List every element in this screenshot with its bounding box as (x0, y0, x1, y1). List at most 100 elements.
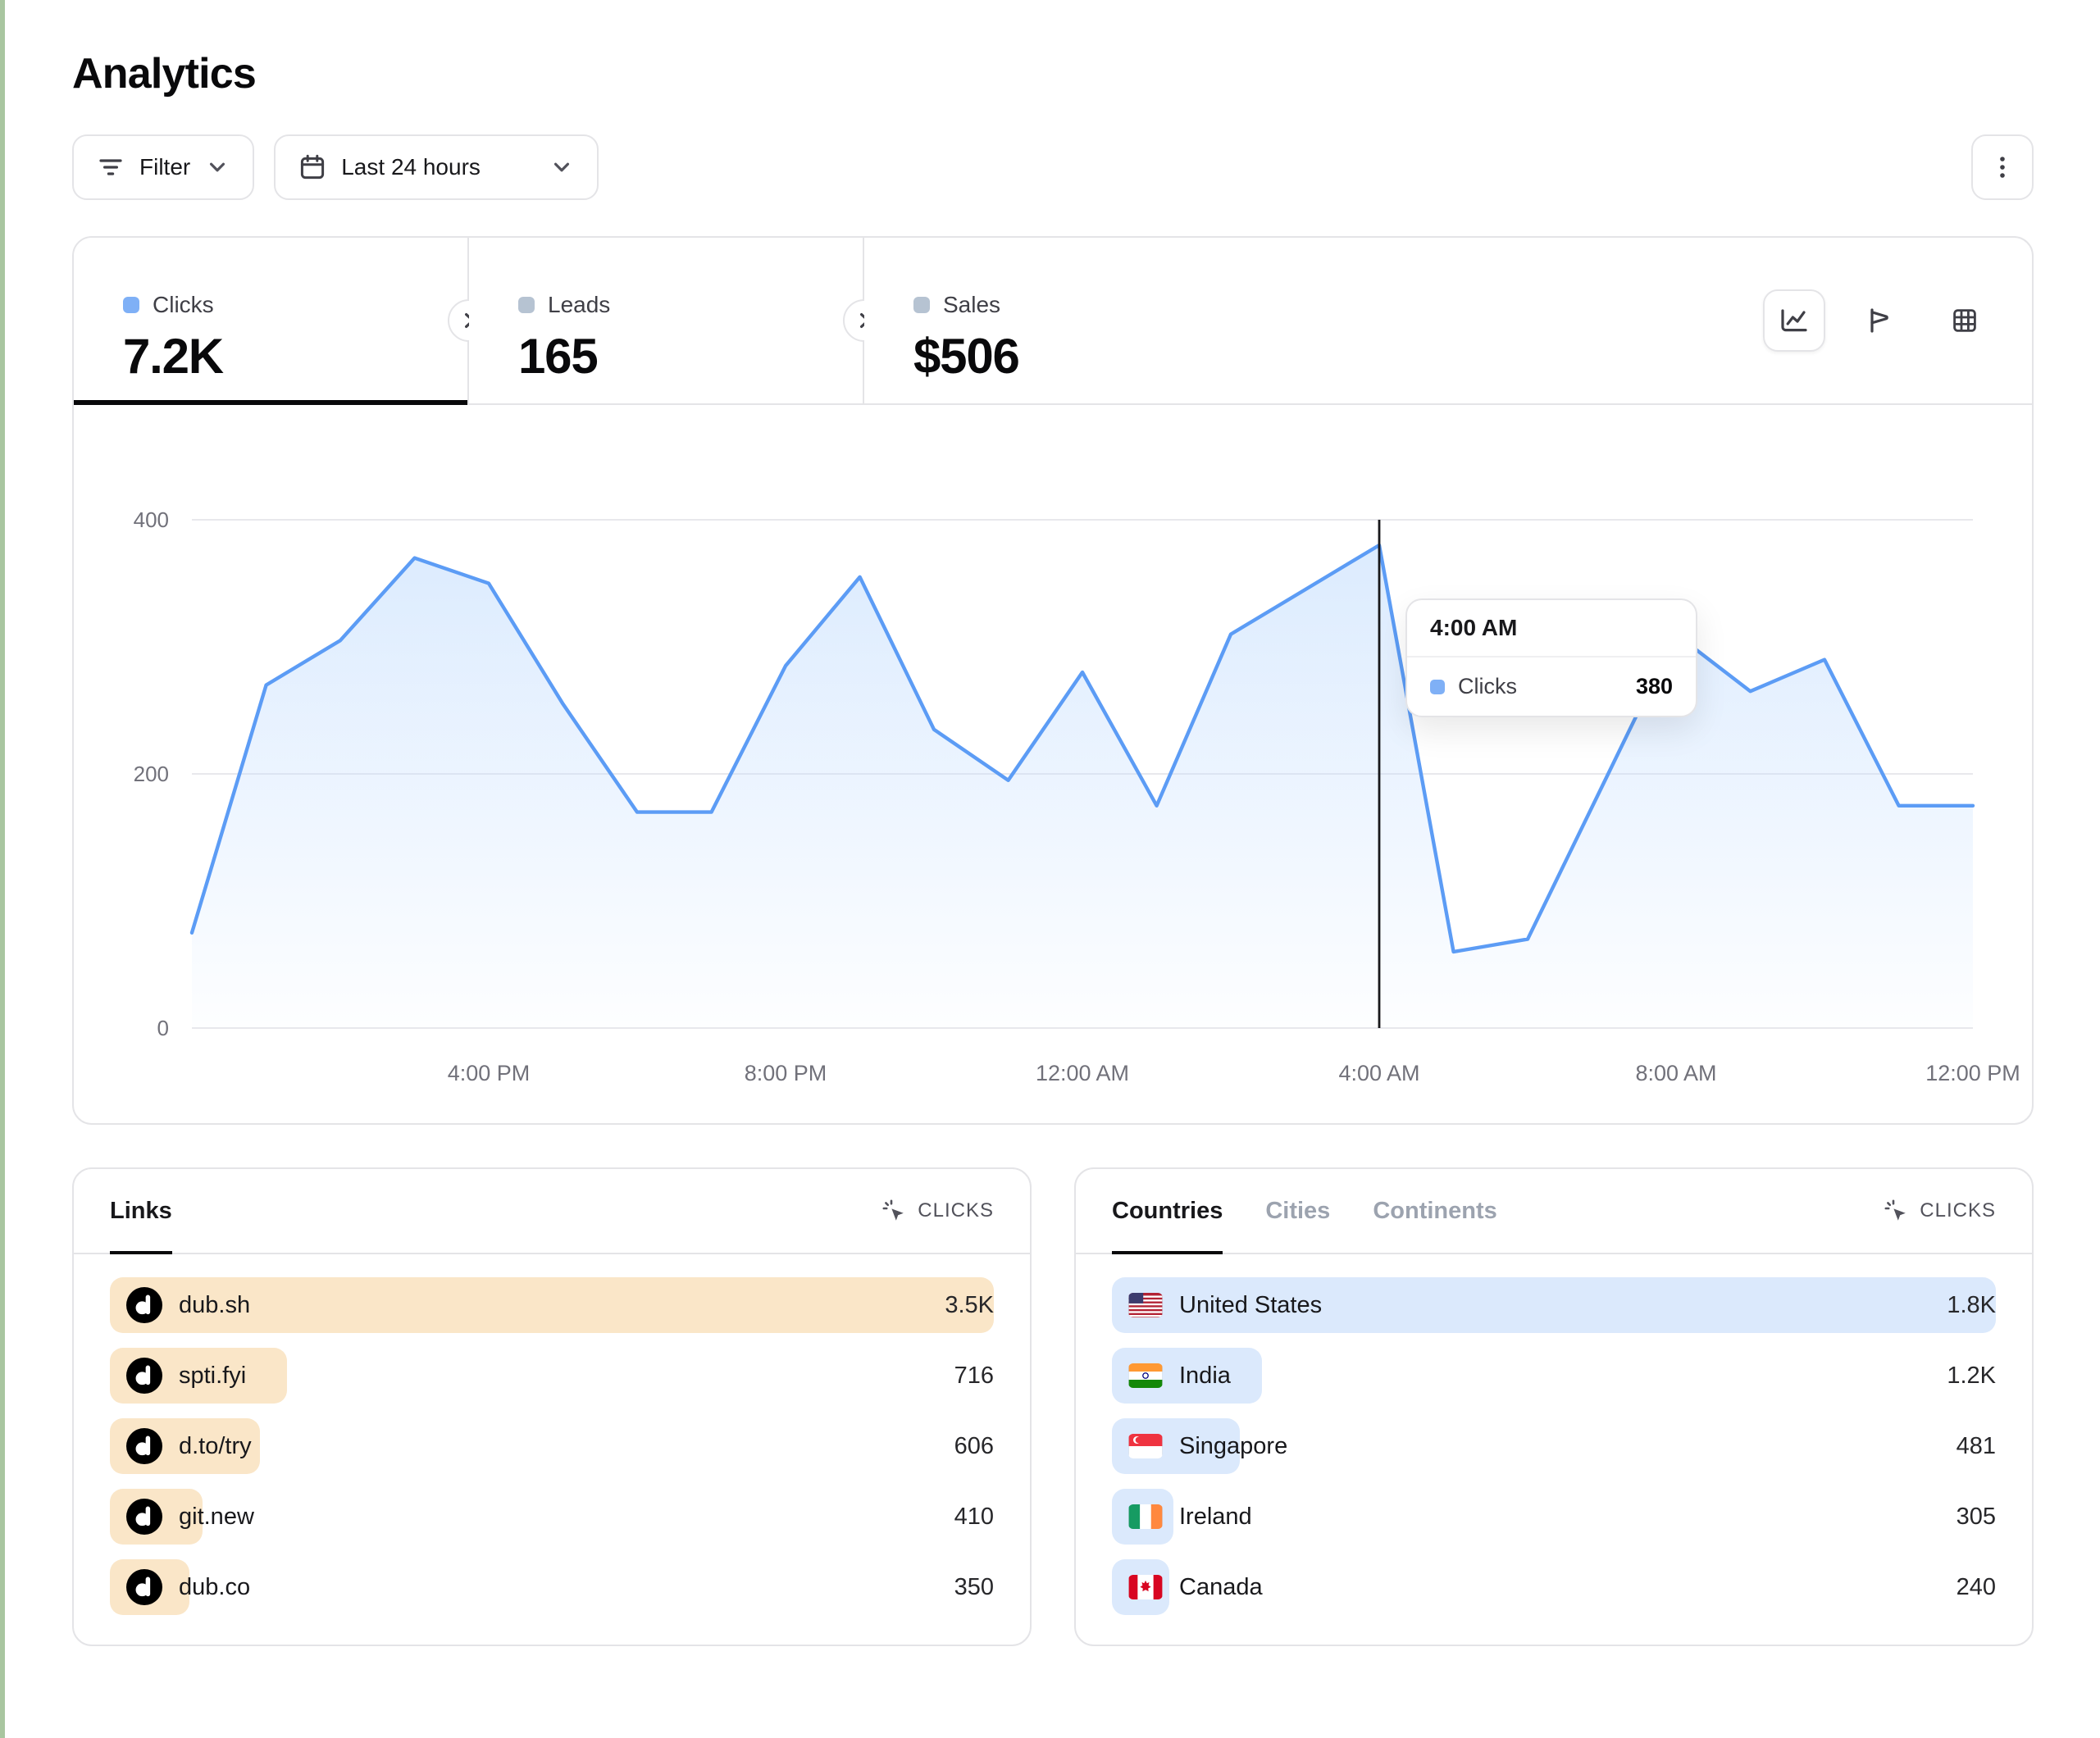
link-label: dub.co (179, 1573, 251, 1600)
links-metric-label: CLICKS (918, 1199, 994, 1222)
clicks-time-series-chart[interactable]: 0 200 400 4:00 PM 8:00 PM 12:00 AM 4:00 AM 8:00… (74, 405, 2032, 1123)
dub-logo-icon (126, 1287, 162, 1323)
country-label: United States (1179, 1291, 1323, 1318)
geo-panel-header: Countries Cities Continents CLICKS (1076, 1169, 2032, 1254)
link-row[interactable]: spti.fyi 716 (110, 1348, 994, 1404)
sales-value: $506 (913, 328, 1020, 384)
link-row[interactable]: d.to/try 606 (110, 1418, 994, 1474)
stat-tab-clicks[interactable]: Clicks 7.2K (74, 238, 467, 405)
chevron-down-icon (549, 155, 574, 180)
table-view-button[interactable] (1934, 289, 1996, 352)
svg-text:4:00 AM: 4:00 AM (1338, 1061, 1419, 1085)
country-label: India (1179, 1362, 1231, 1389)
flag-sg-icon (1128, 1434, 1163, 1458)
line-chart-view-button[interactable] (1763, 289, 1825, 352)
geo-clicks-metric-button[interactable]: CLICKS (1884, 1199, 1996, 1223)
country-row[interactable]: India 1.2K (1112, 1348, 1996, 1404)
link-value: 3.5K (945, 1291, 994, 1318)
country-row[interactable]: United States 1.8K (1112, 1277, 1996, 1333)
date-range-button[interactable]: Last 24 hours (274, 134, 599, 200)
link-value: 350 (954, 1573, 994, 1600)
country-row[interactable]: Singapore 481 (1112, 1418, 1996, 1474)
link-row[interactable]: dub.co 350 (110, 1559, 994, 1615)
clicks-label: Clicks (153, 291, 214, 317)
country-value: 240 (1956, 1573, 1996, 1600)
links-list: dub.sh 3.5K spti.fyi 716 d.to/try 606 git.new 4… (74, 1254, 1030, 1645)
tab-countries[interactable]: Countries (1112, 1169, 1223, 1254)
countries-list: United States 1.8K India 1.2K Singapore 481 Ir… (1076, 1254, 2032, 1645)
tab-links[interactable]: Links (110, 1169, 172, 1254)
country-value: 1.8K (1947, 1291, 1996, 1318)
clicks-legend-dot (123, 296, 139, 313)
stats-tabs: Clicks 7.2K Leads 165 (74, 238, 2032, 405)
dub-logo-icon (126, 1499, 162, 1535)
leads-value: 165 (518, 328, 599, 384)
country-row[interactable]: Ireland 305 (1112, 1489, 1996, 1545)
line-chart-icon (1779, 305, 1810, 336)
leads-label: Leads (548, 291, 611, 317)
link-row[interactable]: dub.sh 3.5K (110, 1277, 994, 1333)
left-accent-bar (0, 0, 5, 1738)
link-value: 716 (954, 1362, 994, 1389)
flag-ca-icon (1128, 1575, 1163, 1599)
svg-text:400: 400 (134, 507, 169, 532)
calendar-icon (298, 153, 326, 181)
more-options-button[interactable] (1971, 134, 2034, 200)
link-label: dub.sh (179, 1291, 251, 1318)
country-label: Canada (1179, 1573, 1263, 1600)
filter-button[interactable]: Filter (72, 134, 255, 200)
chart-view-toggles (1763, 238, 2032, 403)
flag-in-icon (1128, 1363, 1163, 1388)
tooltip-series-dot (1430, 679, 1445, 694)
link-label: spti.fyi (179, 1362, 247, 1389)
chevron-down-icon (205, 155, 230, 180)
dub-logo-icon (126, 1358, 162, 1394)
svg-text:4:00 PM: 4:00 PM (448, 1061, 531, 1085)
chart-tooltip: 4:00 AM Clicks 380 (1405, 598, 1697, 717)
country-value: 305 (1956, 1503, 1996, 1530)
funnel-icon (1865, 306, 1894, 335)
sales-label: Sales (943, 291, 1001, 317)
page-title: Analytics (72, 50, 257, 98)
area-chart: 0 200 400 4:00 PM 8:00 PM 12:00 AM 4:00 AM 8:00… (134, 507, 2020, 1085)
link-row[interactable]: git.new 410 (110, 1489, 994, 1545)
link-bar (110, 1277, 994, 1333)
link-label: d.to/try (179, 1432, 252, 1459)
filter-icon (97, 153, 125, 181)
table-grid-icon (1950, 306, 1979, 335)
svg-text:8:00 AM: 8:00 AM (1635, 1061, 1716, 1085)
cursor-click-icon (881, 1199, 906, 1223)
funnel-view-button[interactable] (1848, 289, 1911, 352)
links-panel-header: Links CLICKS (74, 1169, 1030, 1254)
filter-button-label: Filter (139, 154, 191, 180)
link-value: 410 (954, 1503, 994, 1530)
link-value: 606 (954, 1432, 994, 1459)
clicks-value: 7.2K (123, 328, 224, 384)
svg-text:12:00 AM: 12:00 AM (1036, 1061, 1129, 1085)
svg-text:12:00 PM: 12:00 PM (1925, 1061, 2020, 1085)
link-label: git.new (179, 1503, 254, 1530)
toolbar: Filter Last 24 hours (72, 134, 2034, 200)
country-row[interactable]: Canada 240 (1112, 1559, 1996, 1615)
tooltip-value: 380 (1635, 674, 1673, 698)
links-clicks-metric-button[interactable]: CLICKS (881, 1199, 994, 1223)
country-bar (1112, 1277, 1996, 1333)
date-range-label: Last 24 hours (341, 154, 481, 180)
sales-legend-dot (913, 296, 930, 313)
geo-panel: Countries Cities Continents CLICKS United … (1074, 1167, 2034, 1646)
country-value: 481 (1956, 1432, 1996, 1459)
svg-text:0: 0 (157, 1016, 169, 1040)
links-panel: Links CLICKS dub.sh 3.5K spti.fyi 716 d.to/t… (72, 1167, 1032, 1646)
cursor-click-icon (1884, 1199, 1908, 1223)
tab-cities[interactable]: Cities (1265, 1197, 1331, 1224)
kebab-icon (1988, 153, 2016, 181)
svg-text:200: 200 (134, 762, 169, 786)
tab-continents[interactable]: Continents (1373, 1197, 1497, 1224)
svg-text:8:00 PM: 8:00 PM (745, 1061, 827, 1085)
stat-tab-leads[interactable]: Leads 165 (469, 238, 863, 403)
stat-tab-sales[interactable]: Sales $506 (864, 238, 1258, 403)
country-label: Ireland (1179, 1503, 1252, 1530)
country-value: 1.2K (1947, 1362, 1996, 1389)
tooltip-time: 4:00 AM (1407, 600, 1696, 657)
